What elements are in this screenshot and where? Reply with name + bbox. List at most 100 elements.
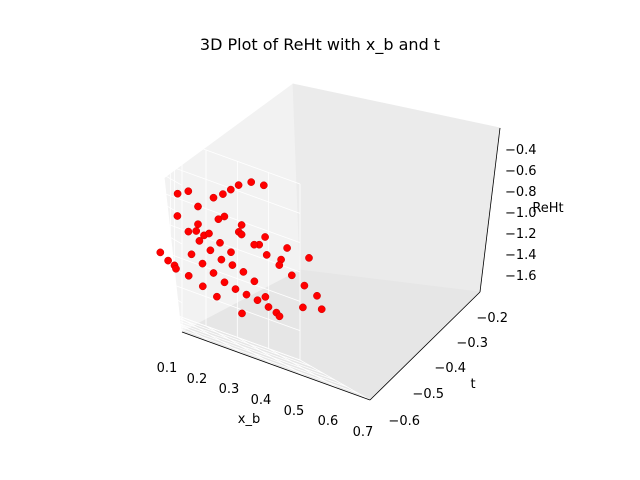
scatter-point (242, 290, 251, 299)
y-tick-label: −0.6 (388, 414, 420, 429)
scatter-point (239, 268, 248, 276)
z-tick-label: −0.8 (505, 185, 537, 200)
scatter-point (261, 233, 269, 241)
z-axis-label: ReHt (532, 201, 563, 216)
grid-line (123, 298, 312, 368)
x-tick-group: 0.1 0.2 0.3 0.4 0.5 0.6 0.7 (157, 361, 374, 440)
scatter-point (228, 261, 237, 269)
z-tick-group: −1.6 −1.4 −1.2 −1.0 −0.8 −0.6 −0.4 (505, 143, 537, 284)
scatter-point (227, 248, 235, 257)
scatter-point (237, 221, 246, 229)
scatter-point (283, 244, 291, 252)
x-tick-label: 0.2 (187, 372, 208, 387)
z-tick-label: −0.6 (505, 164, 537, 179)
scatter-point (206, 246, 215, 255)
scatter-point (250, 240, 259, 249)
scatter-point (234, 181, 243, 189)
z-tick-label: −0.4 (505, 143, 537, 158)
grid-line (111, 144, 301, 214)
scatter-point (209, 193, 218, 202)
chart-title: 3D Plot of ReHt with x_b and t (200, 35, 440, 55)
scatter-point (317, 305, 326, 314)
scatter-point (173, 212, 182, 220)
grid-line (111, 144, 183, 186)
y-tick-label: −0.3 (456, 336, 488, 351)
grid-line (111, 291, 183, 333)
scatter-point (205, 229, 213, 238)
scatter-point (250, 277, 259, 286)
z-tick-label: −1.2 (505, 227, 537, 242)
grid-line (111, 203, 183, 245)
scatter-point (164, 256, 172, 265)
y-tick-label: −0.4 (434, 361, 466, 376)
scatter-point (237, 230, 246, 239)
scatter-point (217, 255, 226, 264)
grid-lines (111, 115, 371, 401)
scatter-point (247, 178, 256, 186)
scatter-point (220, 212, 229, 221)
grid-line (111, 115, 183, 157)
grid-line (111, 174, 301, 244)
scatter-point (262, 251, 271, 259)
scatter-point (173, 189, 182, 198)
z-tick-label: −1.6 (505, 269, 537, 284)
x-tick-label: 0.7 (353, 425, 374, 440)
grid-line (111, 232, 301, 302)
scatter-point (198, 282, 207, 291)
x-tick-label: 0.5 (284, 404, 305, 419)
scatter-point (187, 250, 196, 259)
scatter-point (172, 264, 180, 273)
x-tick-label: 0.6 (318, 414, 339, 429)
scatter-point (198, 259, 207, 268)
scatter-point (226, 185, 235, 194)
grid-line (111, 115, 301, 185)
x-axis: 0.1 0.2 0.3 0.4 0.5 0.6 0.7 x_b (157, 331, 374, 440)
scatter-point (299, 303, 307, 312)
y-tick-label: −0.5 (412, 387, 444, 402)
z-tick-label: −1.4 (505, 248, 537, 263)
scatter-point (300, 281, 309, 290)
x-axis-label: x_b (238, 412, 260, 427)
scatter-point (313, 291, 321, 300)
grid-line (146, 311, 336, 381)
x-tick-label: 0.1 (157, 361, 178, 376)
z-axis: −1.6 −1.4 −1.2 −1.0 −0.8 −0.6 −0.4 ReHt (479, 127, 564, 293)
y-axis-label: t (470, 377, 475, 392)
grid-line (111, 232, 183, 274)
x-tick-label: 0.3 (219, 382, 240, 397)
grid-line (170, 324, 359, 394)
scatter-point (156, 248, 165, 257)
scatter-point (261, 293, 270, 301)
z-tick-label: −1.0 (505, 206, 537, 221)
scatter-point (195, 237, 204, 245)
grid-line (111, 291, 301, 361)
scatter-point (220, 278, 229, 287)
scatter-point (231, 285, 240, 293)
scatter-point (184, 187, 193, 196)
scatter-points (156, 178, 326, 321)
scatter-point (216, 238, 224, 247)
pane-back (292, 83, 501, 293)
scatter-point (287, 271, 296, 280)
grid-line (158, 318, 347, 388)
y-tick-label: −0.2 (476, 311, 508, 326)
y-axis: −0.6 −0.5 −0.4 −0.3 −0.2 t (369, 291, 508, 429)
scatter-point (184, 271, 193, 280)
grid-line (111, 174, 183, 216)
grid-line (111, 262, 301, 332)
scatter-point (259, 181, 268, 190)
scatter-point (194, 202, 202, 211)
scatter-point (275, 312, 284, 321)
scatter-point (213, 292, 221, 301)
grid-line (111, 262, 183, 304)
scatter-point (194, 220, 202, 229)
scatter-point (238, 309, 246, 318)
scatter-point (275, 261, 284, 269)
y-tick-group: −0.6 −0.5 −0.4 −0.3 −0.2 (388, 311, 508, 429)
scatter-point (305, 254, 313, 262)
grid-line (135, 304, 324, 374)
x-tick-label: 0.4 (251, 393, 272, 408)
scatter-point (184, 227, 193, 236)
scatter-point (253, 296, 262, 305)
